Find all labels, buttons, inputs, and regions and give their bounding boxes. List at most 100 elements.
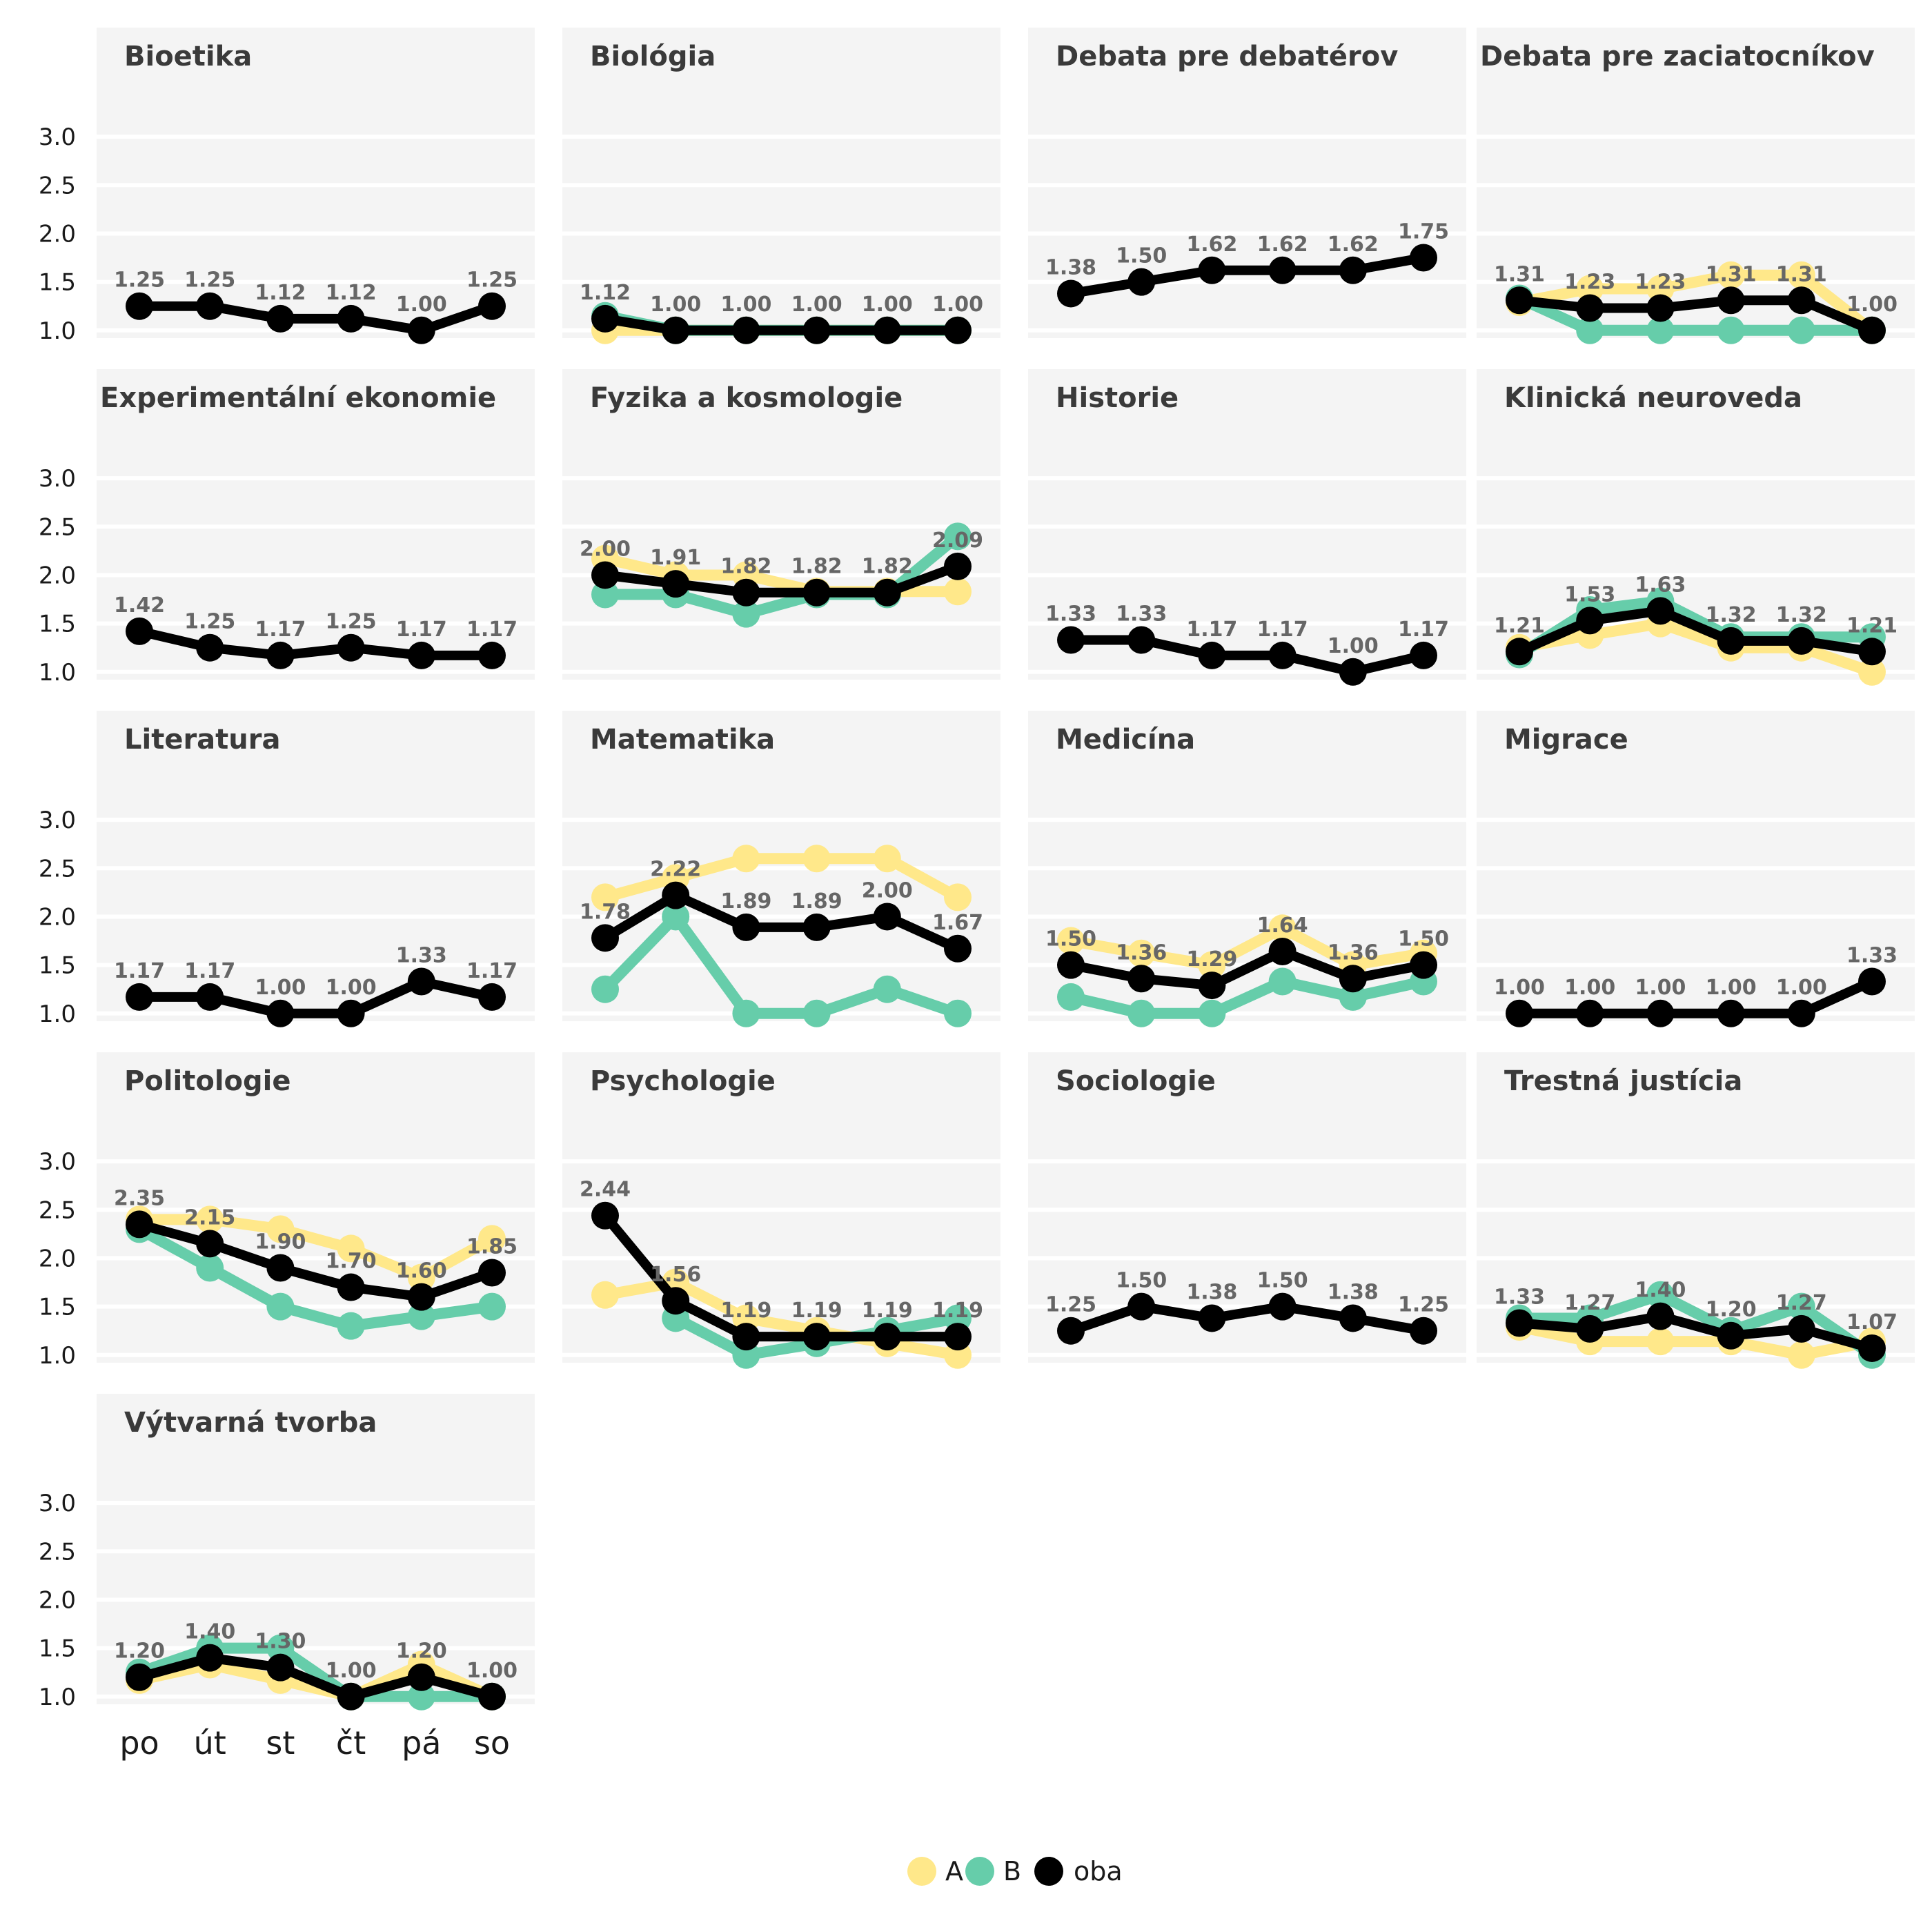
data-label: 1.20	[114, 1639, 165, 1664]
y-tick-label: 2.0	[39, 220, 76, 248]
plot-background	[562, 93, 1000, 338]
x-tick-label: pá	[402, 1724, 441, 1762]
data-label: 1.78	[580, 900, 631, 924]
series-point-oba	[873, 316, 901, 344]
data-label: 1.33	[1045, 602, 1096, 626]
panel: Debata pre debatérov 1.38 1.50 1.62 1.62 1.62…	[1028, 28, 1466, 338]
series-point-A	[944, 578, 972, 606]
data-label: 1.50	[1045, 927, 1096, 952]
series-point-A	[196, 1205, 224, 1234]
series-point-oba	[1576, 294, 1604, 322]
series-point-A	[266, 1215, 295, 1243]
series-point-B	[591, 580, 619, 609]
panel: Klinická neuroveda 1.21 1.53 1.63 1.32 1.32 1.…	[1477, 369, 1915, 686]
series-point-oba	[944, 552, 972, 580]
panel-title: Politologie	[124, 1065, 290, 1097]
series-point-B	[1787, 1292, 1815, 1321]
series-point-B	[196, 1254, 224, 1282]
series-point-A	[944, 883, 972, 911]
panel: Historie 1.33 1.33 1.17 1.17 1.00 1.17	[1028, 369, 1466, 686]
data-label: 1.31	[1776, 262, 1827, 286]
series-point-oba	[266, 641, 295, 669]
series-point-oba	[478, 641, 506, 669]
y-tick-label: 1.0	[39, 317, 76, 345]
legend-label: A	[945, 1856, 963, 1886]
data-label: 1.63	[1635, 573, 1686, 597]
series-point-oba	[662, 881, 690, 909]
data-label: 1.17	[466, 959, 518, 983]
data-label: 1.91	[650, 546, 701, 570]
series-point-B	[662, 903, 690, 931]
data-label: 1.00	[1635, 976, 1686, 1000]
plot-background	[97, 93, 535, 338]
data-label: 1.53	[1564, 582, 1615, 607]
y-tick-label: 2.0	[39, 562, 76, 589]
data-label: 1.62	[1186, 233, 1237, 257]
series-point-A	[591, 883, 619, 911]
series-point-oba	[1198, 1304, 1226, 1332]
series-point-oba	[1410, 1317, 1437, 1345]
series-point-B	[1787, 316, 1815, 344]
series-point-oba	[1858, 638, 1886, 666]
plot-background	[1028, 93, 1466, 338]
y-tick-label: 1.0	[39, 1342, 76, 1370]
data-label: 1.17	[255, 618, 306, 642]
panel-strip	[97, 1394, 535, 1459]
panel-title: Fyzika a kosmologie	[590, 382, 903, 414]
y-tick-label: 2.5	[39, 513, 76, 541]
panel-strip	[1477, 1052, 1915, 1118]
series-point-A	[1198, 951, 1226, 979]
y-tick-label: 2.0	[39, 903, 76, 931]
data-label: 1.00	[650, 293, 701, 317]
series-point-oba	[1339, 658, 1367, 686]
series-point-oba	[1858, 967, 1886, 996]
panel: Matematika 1.78 2.22 1.89 1.89 2.00 1.67	[562, 711, 1000, 1027]
series-point-oba	[337, 1273, 365, 1301]
data-label: 1.00	[1776, 976, 1827, 1000]
data-label: 1.20	[396, 1639, 447, 1664]
data-label: 2.00	[580, 537, 631, 561]
series-point-B	[732, 999, 760, 1027]
series-point-oba	[266, 304, 295, 333]
data-label: 2.15	[184, 1205, 235, 1230]
y-tick-label: 2.5	[39, 855, 76, 883]
series-point-oba	[1198, 641, 1226, 669]
series-point-oba	[1506, 286, 1533, 315]
data-label: 1.62	[1257, 233, 1308, 257]
data-label: 1.89	[720, 889, 771, 914]
data-label: 2.35	[114, 1186, 165, 1210]
data-label: 1.17	[184, 959, 235, 983]
data-label: 1.00	[1564, 976, 1615, 1000]
series-point-oba	[266, 1254, 295, 1282]
panel-title: Klinická neuroveda	[1504, 382, 1802, 414]
series-point-B	[1646, 316, 1675, 344]
panel: Biológia 1.12 1.00 1.00 1.00 1.00 1.00	[562, 28, 1000, 344]
series-point-A	[1717, 261, 1745, 289]
series-point-oba	[196, 1230, 224, 1258]
series-point-oba	[1127, 626, 1156, 654]
data-label: 1.00	[466, 1659, 518, 1683]
series-point-oba	[1646, 1302, 1675, 1330]
series-point-A	[337, 1234, 365, 1263]
data-label: 1.32	[1706, 603, 1757, 627]
series-point-oba	[1576, 607, 1604, 635]
series-point-oba	[1339, 965, 1367, 993]
series-point-oba	[873, 903, 901, 931]
panel-strip	[1028, 369, 1466, 435]
series-point-oba	[1787, 1314, 1815, 1343]
panel-title: Sociologie	[1056, 1065, 1216, 1097]
y-tick-label: 1.5	[39, 269, 76, 297]
legend-key-oba	[1034, 1857, 1063, 1886]
y-tick-label: 2.0	[39, 1586, 76, 1614]
panel: Výtvarná tvorba 1.0 1.5 2.0 2.5 3.0 1.20 1.40 1.…	[39, 1394, 535, 1711]
series-point-oba	[1717, 999, 1745, 1027]
panel-strip	[97, 1052, 535, 1118]
data-label: 1.20	[1706, 1298, 1757, 1322]
panel: Psychologie 2.44 1.56 1.19 1.19 1.19 1.19	[562, 1052, 1000, 1369]
x-tick-label: po	[119, 1724, 159, 1762]
series-point-B	[944, 999, 972, 1027]
series-point-oba	[732, 913, 760, 941]
series-point-oba	[196, 983, 224, 1011]
y-tick-label: 1.0	[39, 659, 76, 687]
data-label: 1.31	[1706, 262, 1757, 286]
